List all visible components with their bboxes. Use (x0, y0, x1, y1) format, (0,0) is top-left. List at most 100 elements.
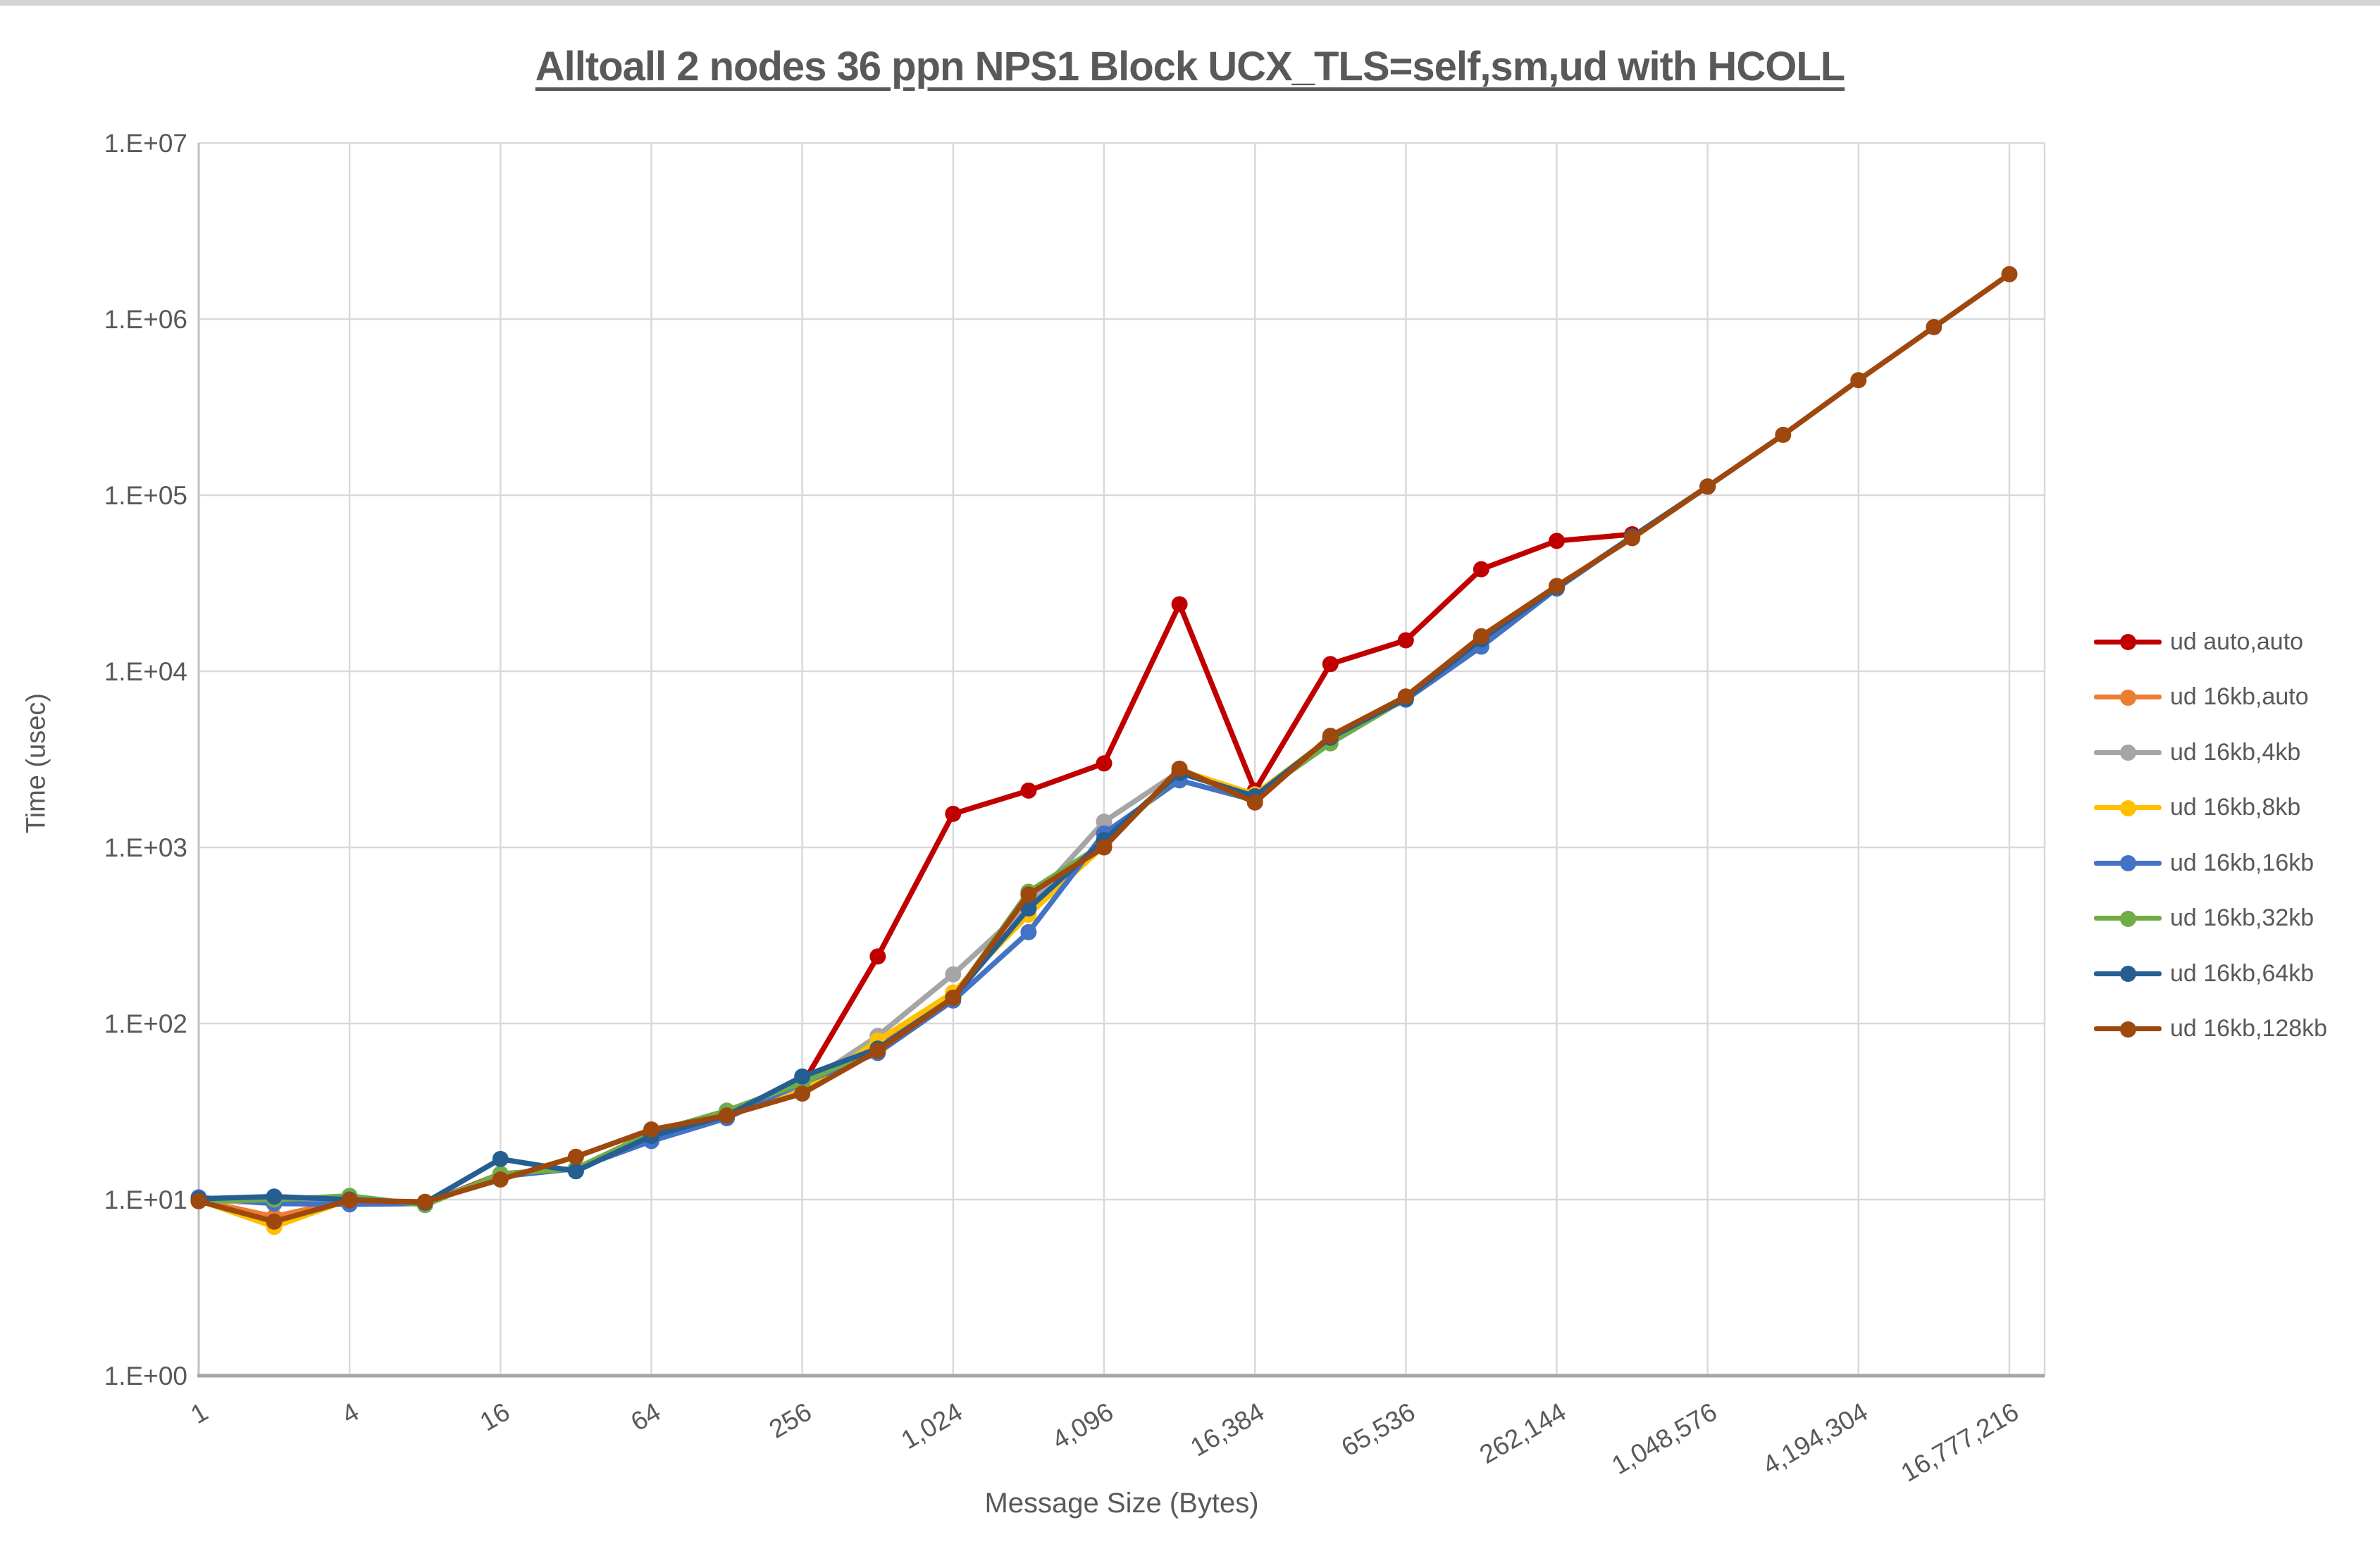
data-point-marker (1397, 632, 1414, 649)
data-point-marker (1473, 561, 1489, 578)
chart-title-text: Alltoall 2 nodes 36 ppn NPS1 Block UCX_T… (535, 43, 1845, 89)
legend-item: ud 16kb,auto (2094, 670, 2327, 726)
data-point-marker (1020, 923, 1037, 940)
x-tick-label: 1,048,576 (1607, 1397, 1722, 1480)
x-tick-label: 4 (337, 1397, 364, 1429)
legend-label: ud auto,auto (2170, 628, 2304, 655)
legend-item: ud 16kb,16kb (2094, 835, 2327, 891)
data-point-marker (794, 1085, 811, 1102)
x-tick-label: 1,024 (896, 1397, 967, 1455)
legend-item: ud 16kb,32kb (2094, 891, 2327, 947)
legend-marker-icon (2094, 855, 2162, 872)
data-point-marker (1322, 728, 1339, 745)
data-point-marker (1171, 760, 1188, 777)
y-tick-label: 1.E+01 (104, 1185, 187, 1214)
data-point-marker (1549, 533, 1565, 549)
legend-dot-icon (2120, 799, 2136, 816)
data-point-marker (266, 1213, 283, 1230)
legend-label: ud 16kb,64kb (2170, 959, 2314, 987)
data-point-marker (869, 1042, 886, 1059)
data-point-marker (1096, 839, 1112, 856)
legend-marker-icon (2094, 910, 2162, 927)
x-tick-label: 16,384 (1186, 1397, 1270, 1462)
legend-label: ud 16kb,8kb (2170, 794, 2301, 821)
y-tick-label: 1.E+00 (104, 1362, 187, 1390)
legend-label: ud 16kb,16kb (2170, 849, 2314, 876)
data-point-marker (1926, 318, 1942, 335)
data-point-marker (1246, 794, 1263, 811)
legend-item: ud 16kb,64kb (2094, 946, 2327, 1002)
data-point-marker (1775, 426, 1792, 443)
data-point-marker (945, 805, 962, 822)
legend-marker-icon (2094, 799, 2162, 816)
data-point-marker (1699, 478, 1716, 495)
data-point-marker (567, 1148, 584, 1165)
x-tick-label: 64 (626, 1397, 665, 1436)
data-point-marker (1473, 628, 1489, 645)
legend-marker-icon (2094, 745, 2162, 761)
data-point-marker (1096, 755, 1112, 772)
y-tick-label: 1.E+06 (104, 305, 187, 334)
legend-dot-icon (2120, 745, 2136, 761)
data-point-marker (1624, 530, 1641, 547)
y-tick-label: 1.E+04 (104, 657, 187, 686)
data-point-marker (719, 1107, 736, 1124)
data-point-marker (794, 1068, 811, 1085)
data-point-marker (643, 1121, 659, 1138)
legend-marker-icon (2094, 966, 2162, 983)
series-ud-auto-auto (190, 526, 1641, 1212)
legend-label: ud 16kb,128kb (2170, 1015, 2328, 1042)
data-point-marker (1322, 656, 1339, 673)
data-point-marker (266, 1188, 283, 1205)
legend-label: ud 16kb,32kb (2170, 904, 2314, 932)
y-tick-label: 1.E+07 (104, 129, 187, 158)
data-point-marker (341, 1192, 358, 1209)
x-tick-label: 16 (475, 1397, 514, 1436)
data-point-marker (1171, 596, 1188, 613)
data-point-marker (190, 1193, 207, 1209)
legend-item: ud auto,auto (2094, 614, 2327, 670)
legend-marker-icon (2094, 689, 2162, 706)
data-point-marker (2001, 266, 2018, 282)
legend-item: ud 16kb,4kb (2094, 725, 2327, 780)
legend-marker-icon (2094, 634, 2162, 651)
data-point-marker (945, 966, 962, 983)
y-tick-label: 1.E+03 (104, 833, 187, 862)
legend-dot-icon (2120, 855, 2136, 872)
legend-dot-icon (2120, 910, 2136, 927)
x-tick-label: 65,536 (1337, 1397, 1420, 1462)
legend-label: ud 16kb,auto (2170, 683, 2309, 711)
data-point-marker (1850, 372, 1867, 389)
legend-dot-icon (2120, 689, 2136, 706)
legend: ud auto,auto ud 16kb,auto ud 16kb,4kb ud 16… (2094, 614, 2327, 1057)
data-point-marker (1020, 886, 1037, 903)
y-tick-label: 1.E+05 (104, 481, 187, 510)
x-axis-title: Message Size (Bytes) (984, 1488, 1259, 1519)
x-tick-label: 4,194,304 (1758, 1397, 1873, 1480)
legend-item: ud 16kb,8kb (2094, 780, 2327, 836)
legend-item: ud 16kb,128kb (2094, 1002, 2327, 1057)
data-point-marker (869, 948, 886, 965)
data-point-marker (1020, 782, 1037, 799)
legend-dot-icon (2120, 966, 2136, 983)
x-tick-label: 256 (764, 1397, 817, 1443)
chart-title: Alltoall 2 nodes 36 ppn NPS1 Block UCX_T… (0, 43, 2380, 90)
data-point-marker (1549, 578, 1565, 595)
data-point-marker (567, 1163, 584, 1180)
y-tick-label: 1.E+02 (104, 1009, 187, 1038)
legend-dot-icon (2120, 1021, 2136, 1038)
series-ud-16kb-128kb (190, 266, 2018, 1230)
window-top-edge (0, 0, 2380, 6)
x-tick-label: 16,777,216 (1896, 1397, 2023, 1487)
data-point-marker (492, 1150, 509, 1167)
x-tick-label: 1 (186, 1397, 213, 1429)
x-tick-label: 262,144 (1475, 1397, 1570, 1469)
legend-marker-icon (2094, 1021, 2162, 1038)
x-tick-label: 4,096 (1047, 1397, 1118, 1455)
legend-dot-icon (2120, 634, 2136, 651)
data-point-marker (1096, 814, 1112, 830)
series-line (196, 531, 1635, 1207)
legend-label: ud 16kb,4kb (2170, 738, 2301, 766)
data-point-marker (945, 990, 962, 1006)
